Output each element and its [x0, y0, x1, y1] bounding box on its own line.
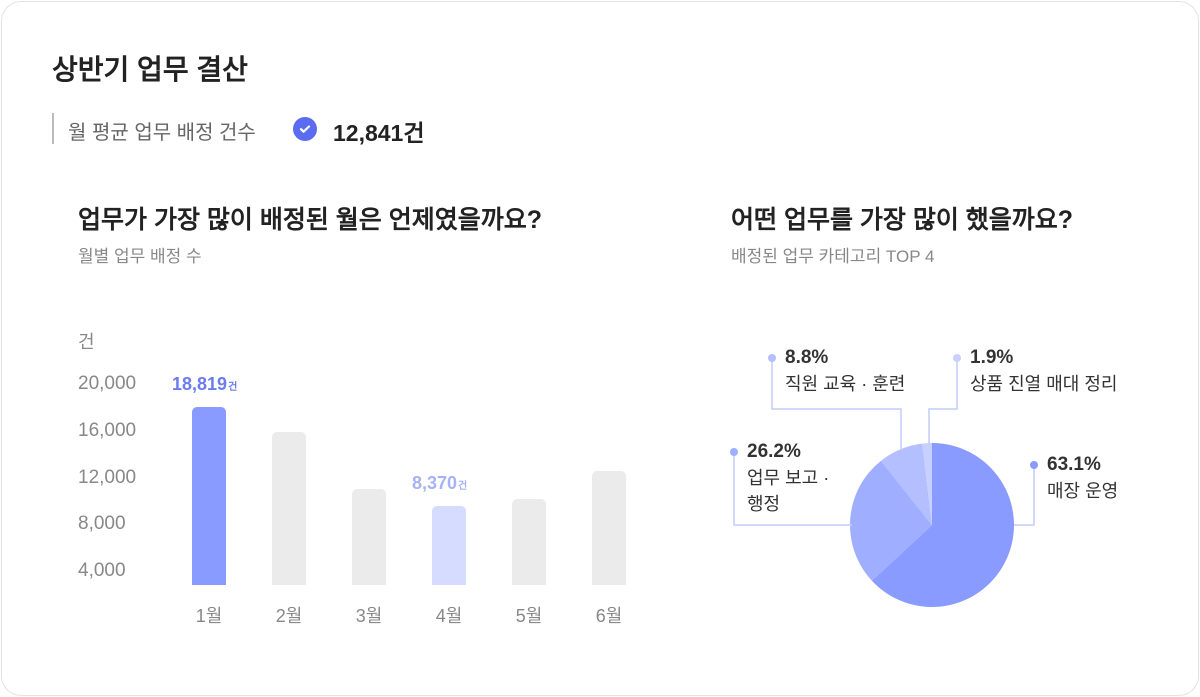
y-tick-label: 12,000: [78, 466, 137, 488]
page-title: 상반기 업무 결산: [52, 54, 248, 85]
x-tick-label: 4월: [435, 606, 463, 626]
pie-slice[interactable]: [880, 443, 932, 525]
pie-slice[interactable]: [922, 443, 932, 525]
bar-chart-title: 업무가 가장 많이 배정된 월은 언제였을까요?: [78, 206, 543, 234]
y-axis-unit: 건: [78, 332, 95, 352]
leader-line: [928, 358, 958, 445]
check-circle-icon: [293, 117, 317, 141]
legend-dot: [768, 354, 776, 362]
leader-line: [1014, 465, 1035, 526]
x-tick-label: 1월: [195, 606, 223, 626]
bar-3월[interactable]: [352, 488, 386, 585]
x-tick-label: 3월: [355, 606, 383, 626]
pie-chart-subtitle: 배정된 업무 카테고리 TOP 4: [731, 247, 935, 266]
x-tick-label: 2월: [275, 606, 303, 626]
leader-line: [733, 452, 852, 526]
slice-percent: 1.9%: [970, 347, 1014, 368]
bar-6월[interactable]: [592, 471, 626, 585]
summary-label: 월 평균 업무 배정 건수: [68, 122, 256, 144]
summary-divider: [52, 113, 54, 144]
pie-slice[interactable]: [849, 460, 932, 581]
y-tick-label: 8,000: [78, 513, 126, 535]
bar-5월[interactable]: [512, 498, 546, 585]
bar-4월[interactable]: [432, 505, 466, 585]
bar-1월[interactable]: [192, 407, 226, 585]
slice-label: 업무 보고 · 행정: [747, 468, 830, 514]
slice-label: 직원 교육 · 훈련: [785, 374, 906, 394]
slice-percent: 26.2%: [747, 441, 801, 462]
x-tick-label: 6월: [595, 606, 623, 626]
bar-chart-subtitle: 월별 업무 배정 수: [78, 247, 202, 266]
data-label: 8,370건: [412, 472, 468, 493]
pie-slice[interactable]: [871, 443, 1014, 607]
summary-value: 12,841건: [333, 120, 425, 146]
legend-dot: [730, 448, 738, 456]
x-tick-label: 5월: [515, 606, 543, 626]
y-tick-label: 20,000: [78, 373, 137, 394]
y-tick-label: 16,000: [78, 419, 137, 441]
slice-percent: 8.8%: [785, 347, 829, 368]
legend-dot: [1030, 461, 1038, 469]
slice-label: 매장 운영: [1047, 481, 1119, 501]
data-label: 18,819건: [172, 374, 238, 394]
legend-dot: [953, 354, 961, 362]
pie-chart-title: 어떤 업무를 가장 많이 했을까요?: [731, 206, 1074, 234]
slice-label: 상품 진열 매대 정리: [970, 374, 1118, 394]
y-tick-label: 4,000: [78, 560, 126, 582]
slice-percent: 63.1%: [1047, 454, 1101, 475]
leader-line: [771, 358, 902, 450]
bar-2월[interactable]: [272, 431, 306, 585]
